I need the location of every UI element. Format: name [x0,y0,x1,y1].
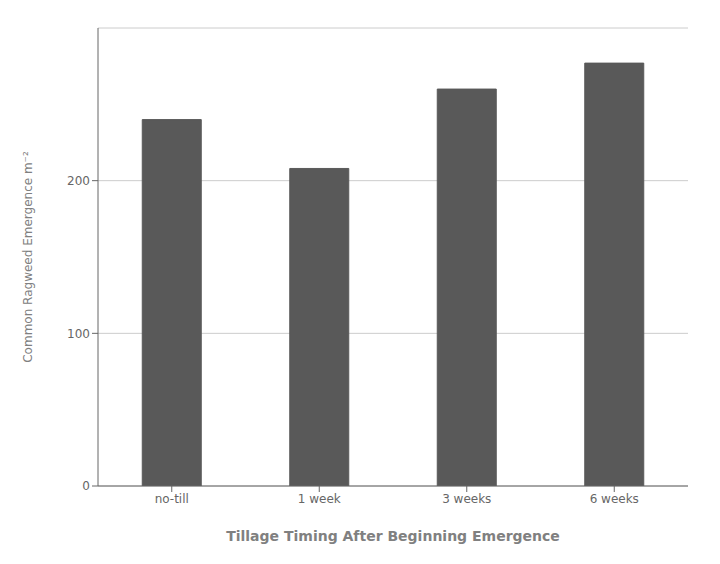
svg-text:100: 100 [67,327,90,341]
svg-text:6 weeks: 6 weeks [590,492,639,506]
svg-text:Tillage Timing After Beginning: Tillage Timing After Beginning Emergence [226,528,560,544]
svg-text:1 week: 1 week [298,492,341,506]
svg-text:no-till: no-till [155,492,189,506]
svg-text:0: 0 [82,479,90,493]
svg-text:3 weeks: 3 weeks [442,492,491,506]
svg-text:200: 200 [67,174,90,188]
svg-text:Common Ragweed Emergence m⁻²: Common Ragweed Emergence m⁻² [21,151,35,363]
